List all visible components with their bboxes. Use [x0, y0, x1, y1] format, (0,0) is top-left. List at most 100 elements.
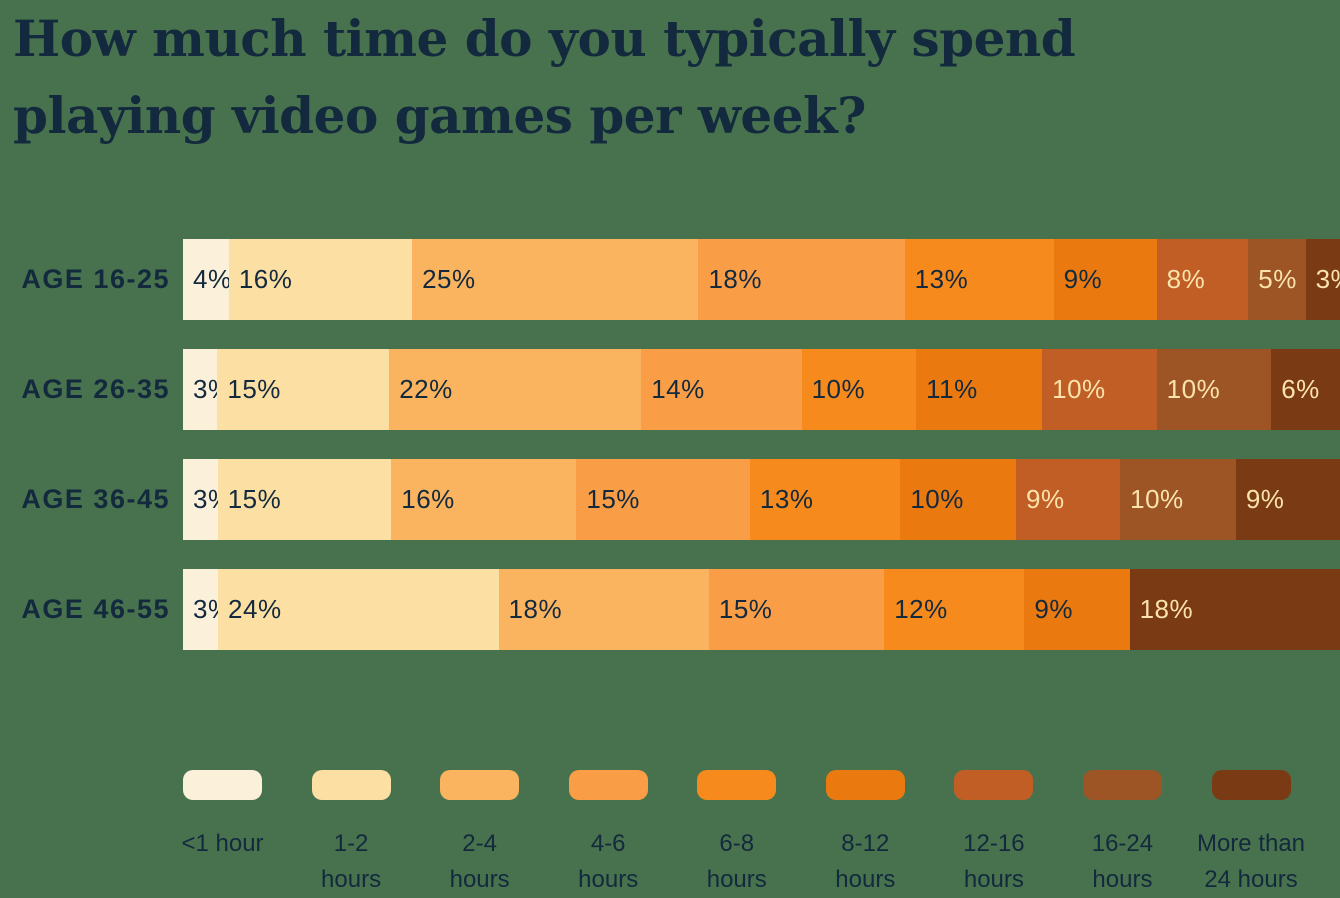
stacked-bar-chart: AGE 16-254%16%25%18%13%9%8%5%3%AGE 26-35… — [0, 239, 1340, 679]
legend-label-line: 16-24 — [1092, 826, 1153, 862]
segment-value-label: 12% — [884, 594, 948, 625]
legend-swatch — [826, 770, 905, 800]
bar-segment: 3% — [183, 349, 217, 430]
legend-label-line: 6-8 — [719, 826, 754, 862]
bar-segment: 9% — [1024, 569, 1129, 650]
segment-value-label: 11% — [916, 374, 978, 405]
bar-segment: 4% — [183, 239, 229, 320]
legend-label-line: More than — [1197, 826, 1305, 862]
segment-value-label: 10% — [802, 374, 866, 405]
legend-label-line: 4-6 — [591, 826, 626, 862]
bar-segment: 13% — [750, 459, 900, 540]
segment-value-label: 10% — [1120, 484, 1184, 515]
legend-label-line: hours — [964, 862, 1024, 898]
legend-swatch — [1083, 770, 1162, 800]
legend-swatch — [440, 770, 519, 800]
bar-segment: 10% — [1157, 349, 1272, 430]
segment-value-label: 15% — [709, 594, 773, 625]
bar-segments: 4%16%25%18%13%9%8%5%3% — [183, 239, 1340, 320]
legend-swatch — [954, 770, 1033, 800]
legend-swatch — [569, 770, 648, 800]
legend-item: <1 hour — [183, 770, 312, 898]
bar-segment: 16% — [229, 239, 412, 320]
bar-segment: 3% — [183, 459, 218, 540]
segment-value-label: 18% — [499, 594, 563, 625]
legend-swatch — [183, 770, 262, 800]
segment-value-label: 16% — [229, 264, 293, 295]
bar-segment: 9% — [1016, 459, 1120, 540]
bar-segment: 6% — [1271, 349, 1340, 430]
bar-segments: 3%24%18%15%12%9%18% — [183, 569, 1340, 650]
segment-value-label: 14% — [641, 374, 705, 405]
legend-label-line: hours — [835, 862, 895, 898]
bar-segment: 10% — [900, 459, 1016, 540]
segment-value-label: 4% — [183, 264, 232, 295]
segment-value-label: 16% — [391, 484, 455, 515]
bar-segment: 8% — [1157, 239, 1249, 320]
segment-value-label: 13% — [905, 264, 969, 295]
bar-segment: 24% — [218, 569, 498, 650]
segment-value-label: 5% — [1248, 264, 1297, 295]
bar-segment: 18% — [698, 239, 904, 320]
segment-value-label: 18% — [698, 264, 762, 295]
bar-segment: 10% — [1120, 459, 1236, 540]
segment-value-label: 18% — [1130, 594, 1194, 625]
segment-value-label: 9% — [1016, 484, 1065, 515]
legend-swatch — [312, 770, 391, 800]
legend-label-line: hours — [578, 862, 638, 898]
segment-value-label: 13% — [750, 484, 814, 515]
bar-segment: 22% — [389, 349, 641, 430]
age-group-label: AGE 26-35 — [0, 374, 170, 405]
legend-label-line: 1-2 — [334, 826, 369, 862]
bar-segment: 18% — [1130, 569, 1340, 650]
legend-swatch — [697, 770, 776, 800]
age-group-label: AGE 36-45 — [0, 484, 170, 515]
segment-value-label: 10% — [1157, 374, 1221, 405]
legend-label-line: hours — [1092, 862, 1152, 898]
legend-label-line: 24 hours — [1204, 862, 1297, 898]
legend-label-line: 2-4 — [462, 826, 497, 862]
legend-label-line: 12-16 — [963, 826, 1024, 862]
bar-segment: 10% — [802, 349, 917, 430]
bar-segments: 3%15%22%14%10%11%10%10%6% — [183, 349, 1340, 430]
legend-swatch — [1212, 770, 1291, 800]
legend-label-line: 8-12 — [841, 826, 889, 862]
bar-segment: 15% — [576, 459, 750, 540]
age-group-label: AGE 16-25 — [0, 264, 170, 295]
chart-title-line-2: playing video games per week? — [13, 86, 866, 145]
segment-value-label: 24% — [218, 594, 282, 625]
bar-segment: 10% — [1042, 349, 1157, 430]
segment-value-label: 22% — [389, 374, 453, 405]
segment-value-label: 25% — [412, 264, 476, 295]
segment-value-label: 8% — [1157, 264, 1206, 295]
segment-value-label: 15% — [576, 484, 640, 515]
bar-segment: 3% — [183, 569, 218, 650]
segment-value-label: 15% — [218, 484, 282, 515]
segment-value-label: 10% — [1042, 374, 1106, 405]
segment-value-label: 10% — [900, 484, 964, 515]
legend-label: <1 hour — [183, 826, 262, 862]
legend-label-line: <1 hour — [181, 826, 263, 862]
segment-value-label: 9% — [1054, 264, 1103, 295]
bar-segment: 11% — [916, 349, 1042, 430]
bar-segment: 9% — [1236, 459, 1340, 540]
